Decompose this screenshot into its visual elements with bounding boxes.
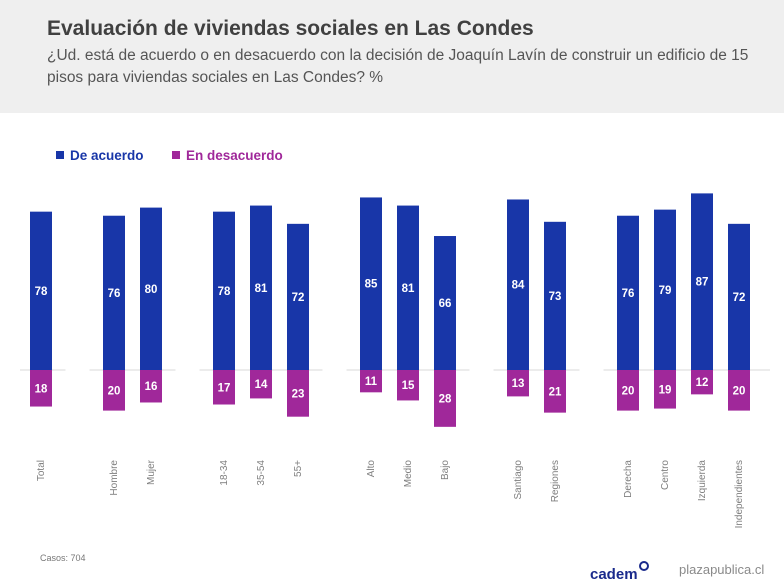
bar-disagree [691,370,713,395]
data-label-agree: 72 [292,292,305,304]
bar-disagree [103,370,125,411]
bar-disagree [507,370,529,397]
bar-disagree [250,370,272,399]
bar-agree [544,221,566,370]
data-label-disagree: 23 [292,388,305,400]
category-label: Bajo [440,460,451,480]
bar-agree [507,199,529,370]
chart-subtitle: ¿Ud. está de acuerdo o en desacuerdo con… [47,47,749,86]
bar-disagree [728,370,750,411]
chart-title: Evaluación de viviendas sociales en Las … [47,17,534,40]
data-label-disagree: 20 [108,385,121,397]
bar-disagree [140,370,162,403]
cadem-logo: cadem [590,561,649,583]
category-label: Santiago [513,460,524,500]
bar-agree [140,207,162,370]
category-label: Regiones [550,460,561,502]
data-label-disagree: 20 [622,385,635,397]
data-label-agree: 81 [402,283,415,295]
data-label-agree: 73 [549,291,562,303]
bar-disagree [434,370,456,427]
bar-disagree [30,370,52,407]
bar-disagree [544,370,566,413]
data-label-disagree: 11 [365,376,378,388]
bar-disagree [654,370,676,409]
site-url: plazapublica.cl [679,562,765,577]
bar-agree [397,205,419,370]
data-label-agree: 78 [218,286,231,298]
legend-agree-label: De acuerdo [70,148,144,163]
bar-agree [250,205,272,370]
category-label: Centro [660,460,671,490]
category-label: 35-54 [256,460,267,486]
data-label-agree: 76 [108,288,121,300]
bar-agree [617,215,639,370]
category-label: Independientes [734,460,745,528]
category-label: Medio [403,460,414,488]
bar-disagree [213,370,235,405]
category-label: Derecha [623,460,634,498]
legend-disagree: En desacuerdo [172,148,283,163]
legend-disagree-swatch [172,151,180,159]
header-band: Evaluación de viviendas sociales en Las … [0,0,784,113]
data-label-disagree: 19 [659,384,672,396]
bar-disagree [287,370,309,417]
bar-agree [213,211,235,370]
data-label-agree: 87 [696,277,709,289]
data-label-agree: 66 [439,298,452,310]
bar-disagree [397,370,419,401]
data-label-agree: 80 [145,284,158,296]
category-label: Total [36,460,47,481]
category-label: Alto [366,460,377,478]
category-label: Mujer [146,459,157,485]
bar-agree [30,211,52,370]
data-label-agree: 85 [365,279,378,291]
legend-agree: De acuerdo [56,148,144,163]
bar-disagree [360,370,382,393]
data-label-disagree: 15 [402,380,415,392]
data-label-disagree: 16 [145,381,158,393]
bar-agree [654,209,676,370]
data-label-disagree: 20 [733,385,746,397]
data-label-disagree: 28 [439,393,452,405]
bar-agree [103,215,125,370]
brand-name: cadem [590,566,638,583]
data-label-agree: 81 [255,283,268,295]
category-label: 18-34 [219,460,230,486]
bar-agree [691,193,713,370]
data-label-agree: 84 [512,280,525,292]
bar-agree [287,223,309,370]
data-label-disagree: 17 [218,382,231,394]
data-label-disagree: 13 [512,378,525,390]
bar-agree [434,236,456,370]
bar-agree [360,197,382,370]
data-label-agree: 72 [733,292,746,304]
data-label-agree: 79 [659,285,672,297]
legend-agree-swatch [56,151,64,159]
data-label-disagree: 18 [35,383,48,395]
legend-disagree-label: En desacuerdo [186,148,283,163]
category-label: Izquierda [697,460,708,502]
category-label: Hombre [109,460,120,496]
data-label-agree: 78 [35,286,48,298]
data-label-disagree: 12 [696,377,709,389]
bar-agree [728,223,750,370]
category-label: 55+ [293,460,304,477]
logo-ring-icon [638,561,649,571]
data-label-agree: 76 [622,288,635,300]
cases-note: Casos: 704 [40,553,86,563]
data-label-disagree: 14 [255,379,268,391]
bar-disagree [617,370,639,411]
data-label-disagree: 21 [549,386,562,398]
